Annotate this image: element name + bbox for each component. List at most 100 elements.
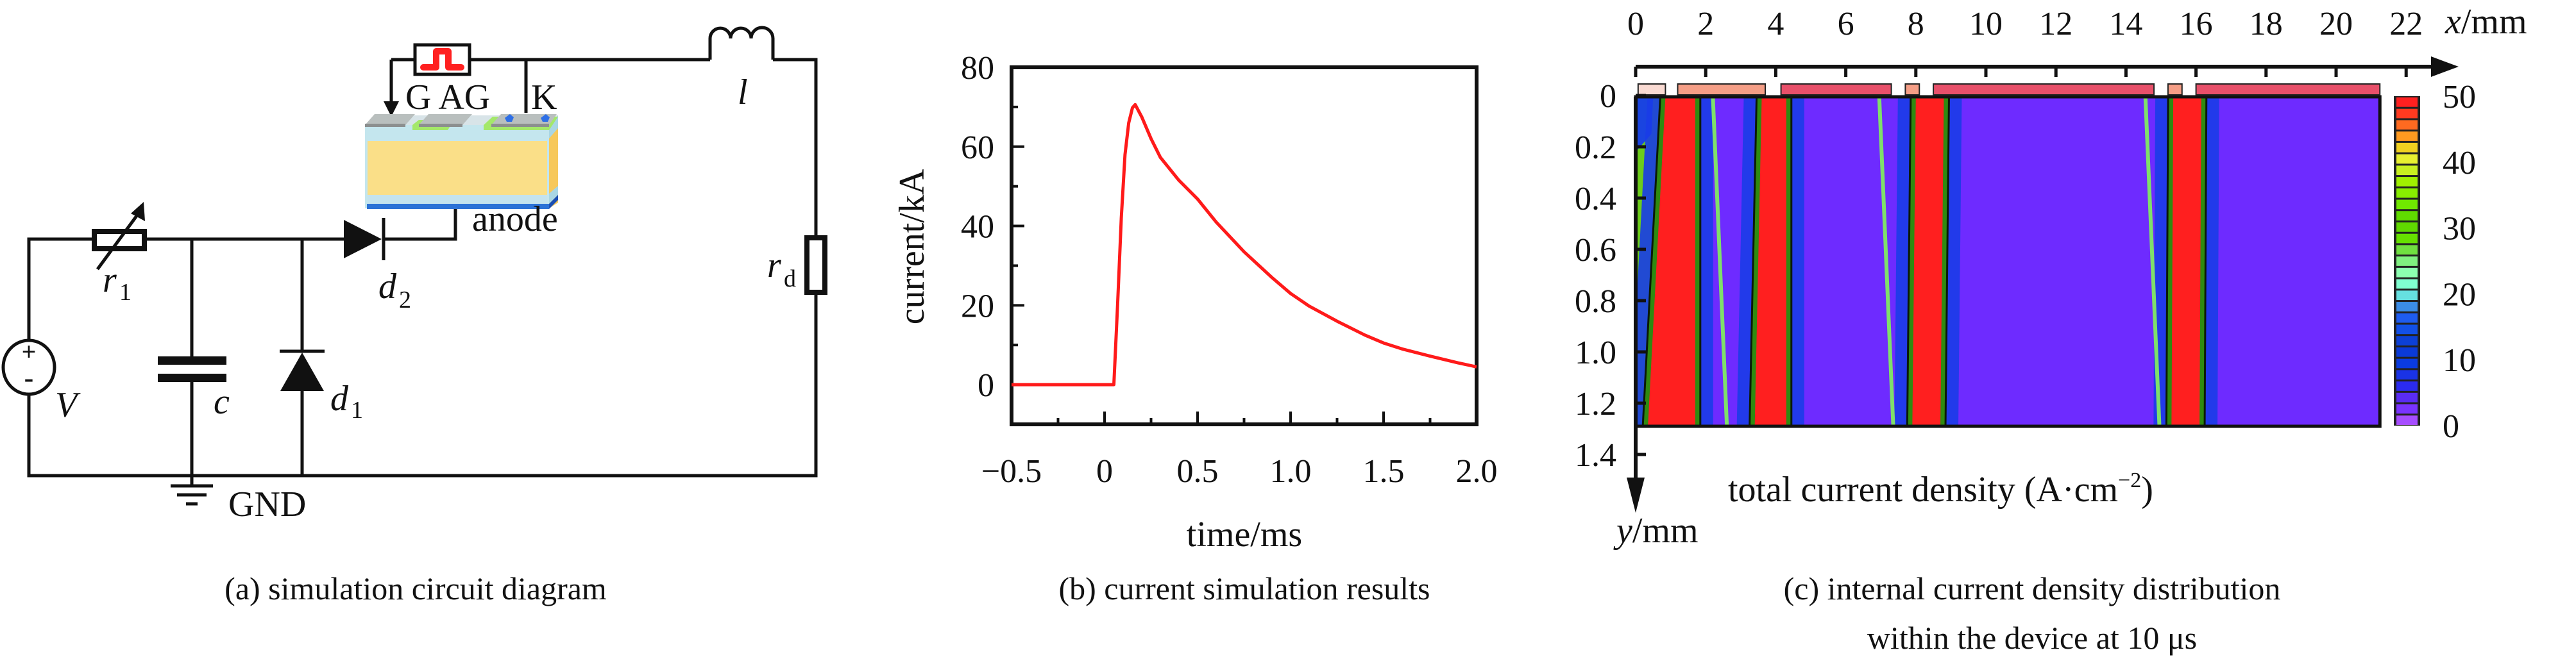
colorbar-level — [2396, 404, 2418, 414]
colorbar-label: total current density (A·cm−2) — [1728, 469, 2153, 510]
colorbar-level — [2396, 347, 2418, 357]
surface-electrodes — [1637, 83, 2381, 96]
diode2-subscript: 2 — [399, 287, 411, 313]
colorbar-level — [2396, 211, 2418, 221]
x-axis-label: time/ms — [1187, 515, 1302, 554]
x-tick-label: 2.0 — [1456, 453, 1498, 490]
y-tick-label: 1.0 — [1575, 335, 1616, 371]
colorbar-level — [2396, 358, 2418, 369]
panel-a-circuit-diagram: + - — [1, 26, 827, 606]
caption-b: (b) current simulation results — [1058, 570, 1430, 606]
colorbar-label-exponent: −2 — [2118, 469, 2141, 492]
voltage-source-icon: + - — [1, 337, 56, 396]
diode1-label: d — [330, 379, 349, 419]
y-tick-label: 20 — [961, 288, 994, 324]
anode-gate-electrode — [419, 114, 472, 125]
y-tick-label: 0.2 — [1575, 129, 1616, 166]
inductor-icon — [708, 26, 775, 60]
x-tick-label: 0 — [1627, 6, 1644, 42]
caption-c-line2: within the device at 10 μs — [1867, 620, 2197, 656]
tick-labels: −0.5 0 0.5 1.0 1.5 2.0 0 20 40 60 80 — [961, 50, 1498, 490]
x-tick-label: 10 — [1969, 6, 2003, 42]
colorbar-level — [2396, 108, 2418, 119]
colorbar-tick-label: 50 — [2443, 79, 2476, 115]
y-axis-var: y — [1613, 511, 1632, 551]
colorbar-level — [2396, 177, 2418, 187]
x-axis-label: x/mm — [2445, 2, 2527, 42]
y-tick-label: 60 — [961, 129, 994, 166]
filament-4 — [2171, 97, 2201, 426]
plot-frame — [1010, 65, 1479, 426]
colorbar-level — [2396, 233, 2418, 244]
colorbar-level — [2396, 267, 2418, 278]
wire-top — [27, 58, 818, 478]
colorbar-level — [2396, 336, 2418, 345]
inductor-label: l — [738, 72, 748, 112]
variable-resistor-icon — [92, 202, 147, 271]
colorbar-level — [2396, 290, 2418, 301]
terminal-labels-gag: G AG — [405, 78, 490, 117]
colorbar-level — [2396, 392, 2418, 403]
filament-3 — [1912, 97, 1944, 426]
load-resistor-icon — [804, 235, 827, 295]
x-tick-label: 6 — [1838, 6, 1854, 42]
colorbar-tick-label: 10 — [2443, 342, 2476, 379]
colorbar-level — [2396, 256, 2418, 266]
colorbar-level — [2396, 131, 2418, 141]
colorbar-level — [2396, 381, 2418, 391]
surface-electrode — [1637, 83, 1666, 96]
x-tick-label: 12 — [2039, 6, 2072, 42]
panel-c-heatmap: 0 2 4 6 8 10 12 14 16 18 20 22 0 0.2 0.4 0.6 0.8 1.0 1.2 1.… — [1575, 2, 2527, 656]
surface-electrode — [1780, 83, 1892, 96]
colorbar-label-text: total current density (A·cm — [1728, 470, 2118, 510]
diode-d2-icon — [344, 218, 386, 260]
y-tick-label: 0.8 — [1575, 283, 1616, 320]
x-tick-label: 18 — [2250, 6, 2283, 42]
diode2-label: d — [378, 267, 397, 306]
source-label: V — [55, 385, 81, 425]
y-tick-label: 0.6 — [1575, 232, 1616, 269]
y-tick-label: 0 — [1600, 78, 1616, 115]
x-tick-label: 16 — [2180, 6, 2213, 42]
colorbar-level — [2396, 279, 2418, 289]
gate-arrow-icon — [384, 101, 399, 117]
y-tick-label: 40 — [961, 209, 994, 246]
x-tick-label: 1.5 — [1363, 453, 1405, 490]
colorbar-level — [2396, 199, 2418, 210]
x-tick-label: 14 — [2109, 6, 2142, 42]
surface-electrode — [2195, 83, 2381, 96]
colorbar-level — [2396, 324, 2418, 335]
colorbar-level — [2396, 142, 2418, 153]
y-tick-label: 0 — [978, 367, 994, 404]
y-axis-label: current/kA — [892, 169, 932, 324]
x-tick-label: −0.5 — [981, 453, 1042, 490]
surface-electrode — [2167, 83, 2183, 96]
variable-resistor-subscript: 1 — [119, 279, 131, 306]
filament-2 — [1754, 97, 1786, 426]
y-axis-label: y/mm — [1613, 511, 1699, 551]
colorbar-level — [2396, 222, 2418, 232]
load-resistor-label: r — [767, 246, 781, 285]
y-tick-label: 80 — [961, 50, 994, 87]
variable-resistor-label: r — [103, 260, 117, 300]
y-axis-arrow-icon — [1627, 478, 1645, 513]
heatmap-axes: 0 2 4 6 8 10 12 14 16 18 20 22 0 0.2 0.4 0.6 0.8 1.0 1.2 1.… — [1575, 6, 2459, 513]
pulse-generator-icon — [413, 43, 471, 76]
x-axis-unit: /mm — [2461, 2, 2527, 42]
load-resistor-subscript: d — [784, 265, 796, 292]
x-tick-label: 22 — [2389, 6, 2423, 42]
diode-d1-icon — [280, 349, 325, 391]
green-streak — [2143, 97, 2162, 426]
colorbar-level — [2396, 313, 2418, 323]
surface-electrode — [1677, 83, 1767, 96]
colorbar-level — [2396, 165, 2418, 176]
colorbar-level — [2396, 370, 2418, 380]
ground-label: GND — [228, 485, 306, 524]
x-tick-label: 0 — [1096, 453, 1113, 490]
x-axis-arrow-icon — [2431, 56, 2459, 77]
panel-b-line-chart: −0.5 0 0.5 1.0 1.5 2.0 0 20 40 60 80 current/kA ti… — [892, 50, 1498, 606]
caption-c-line1: (c) internal current density distributio… — [1784, 570, 2281, 606]
x-tick-label: 8 — [1908, 6, 1924, 42]
x-tick-label: 2 — [1697, 6, 1714, 42]
